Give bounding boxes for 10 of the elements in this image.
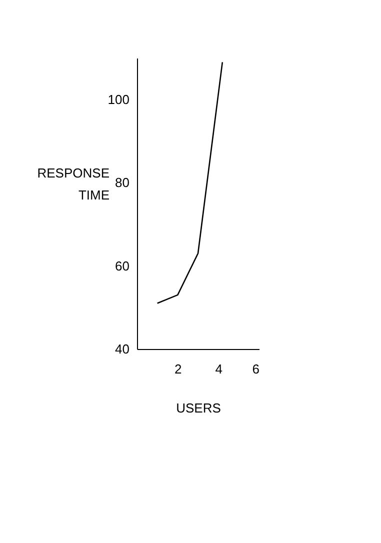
x-tick-label: 2: [174, 362, 182, 376]
y-tick-label: 40: [115, 342, 130, 356]
x-axis-title: USERS: [176, 400, 222, 416]
y-tick-label: 100: [108, 92, 130, 108]
y-axis-title: RESPONSE TIME: [37, 166, 110, 202]
x-tick-label: 6: [252, 362, 260, 376]
y-tick-label: 80: [115, 175, 130, 190]
x-tick-label: 4: [215, 362, 222, 376]
line-series: [156, 62, 224, 304]
y-tick-label: 60: [115, 258, 130, 274]
